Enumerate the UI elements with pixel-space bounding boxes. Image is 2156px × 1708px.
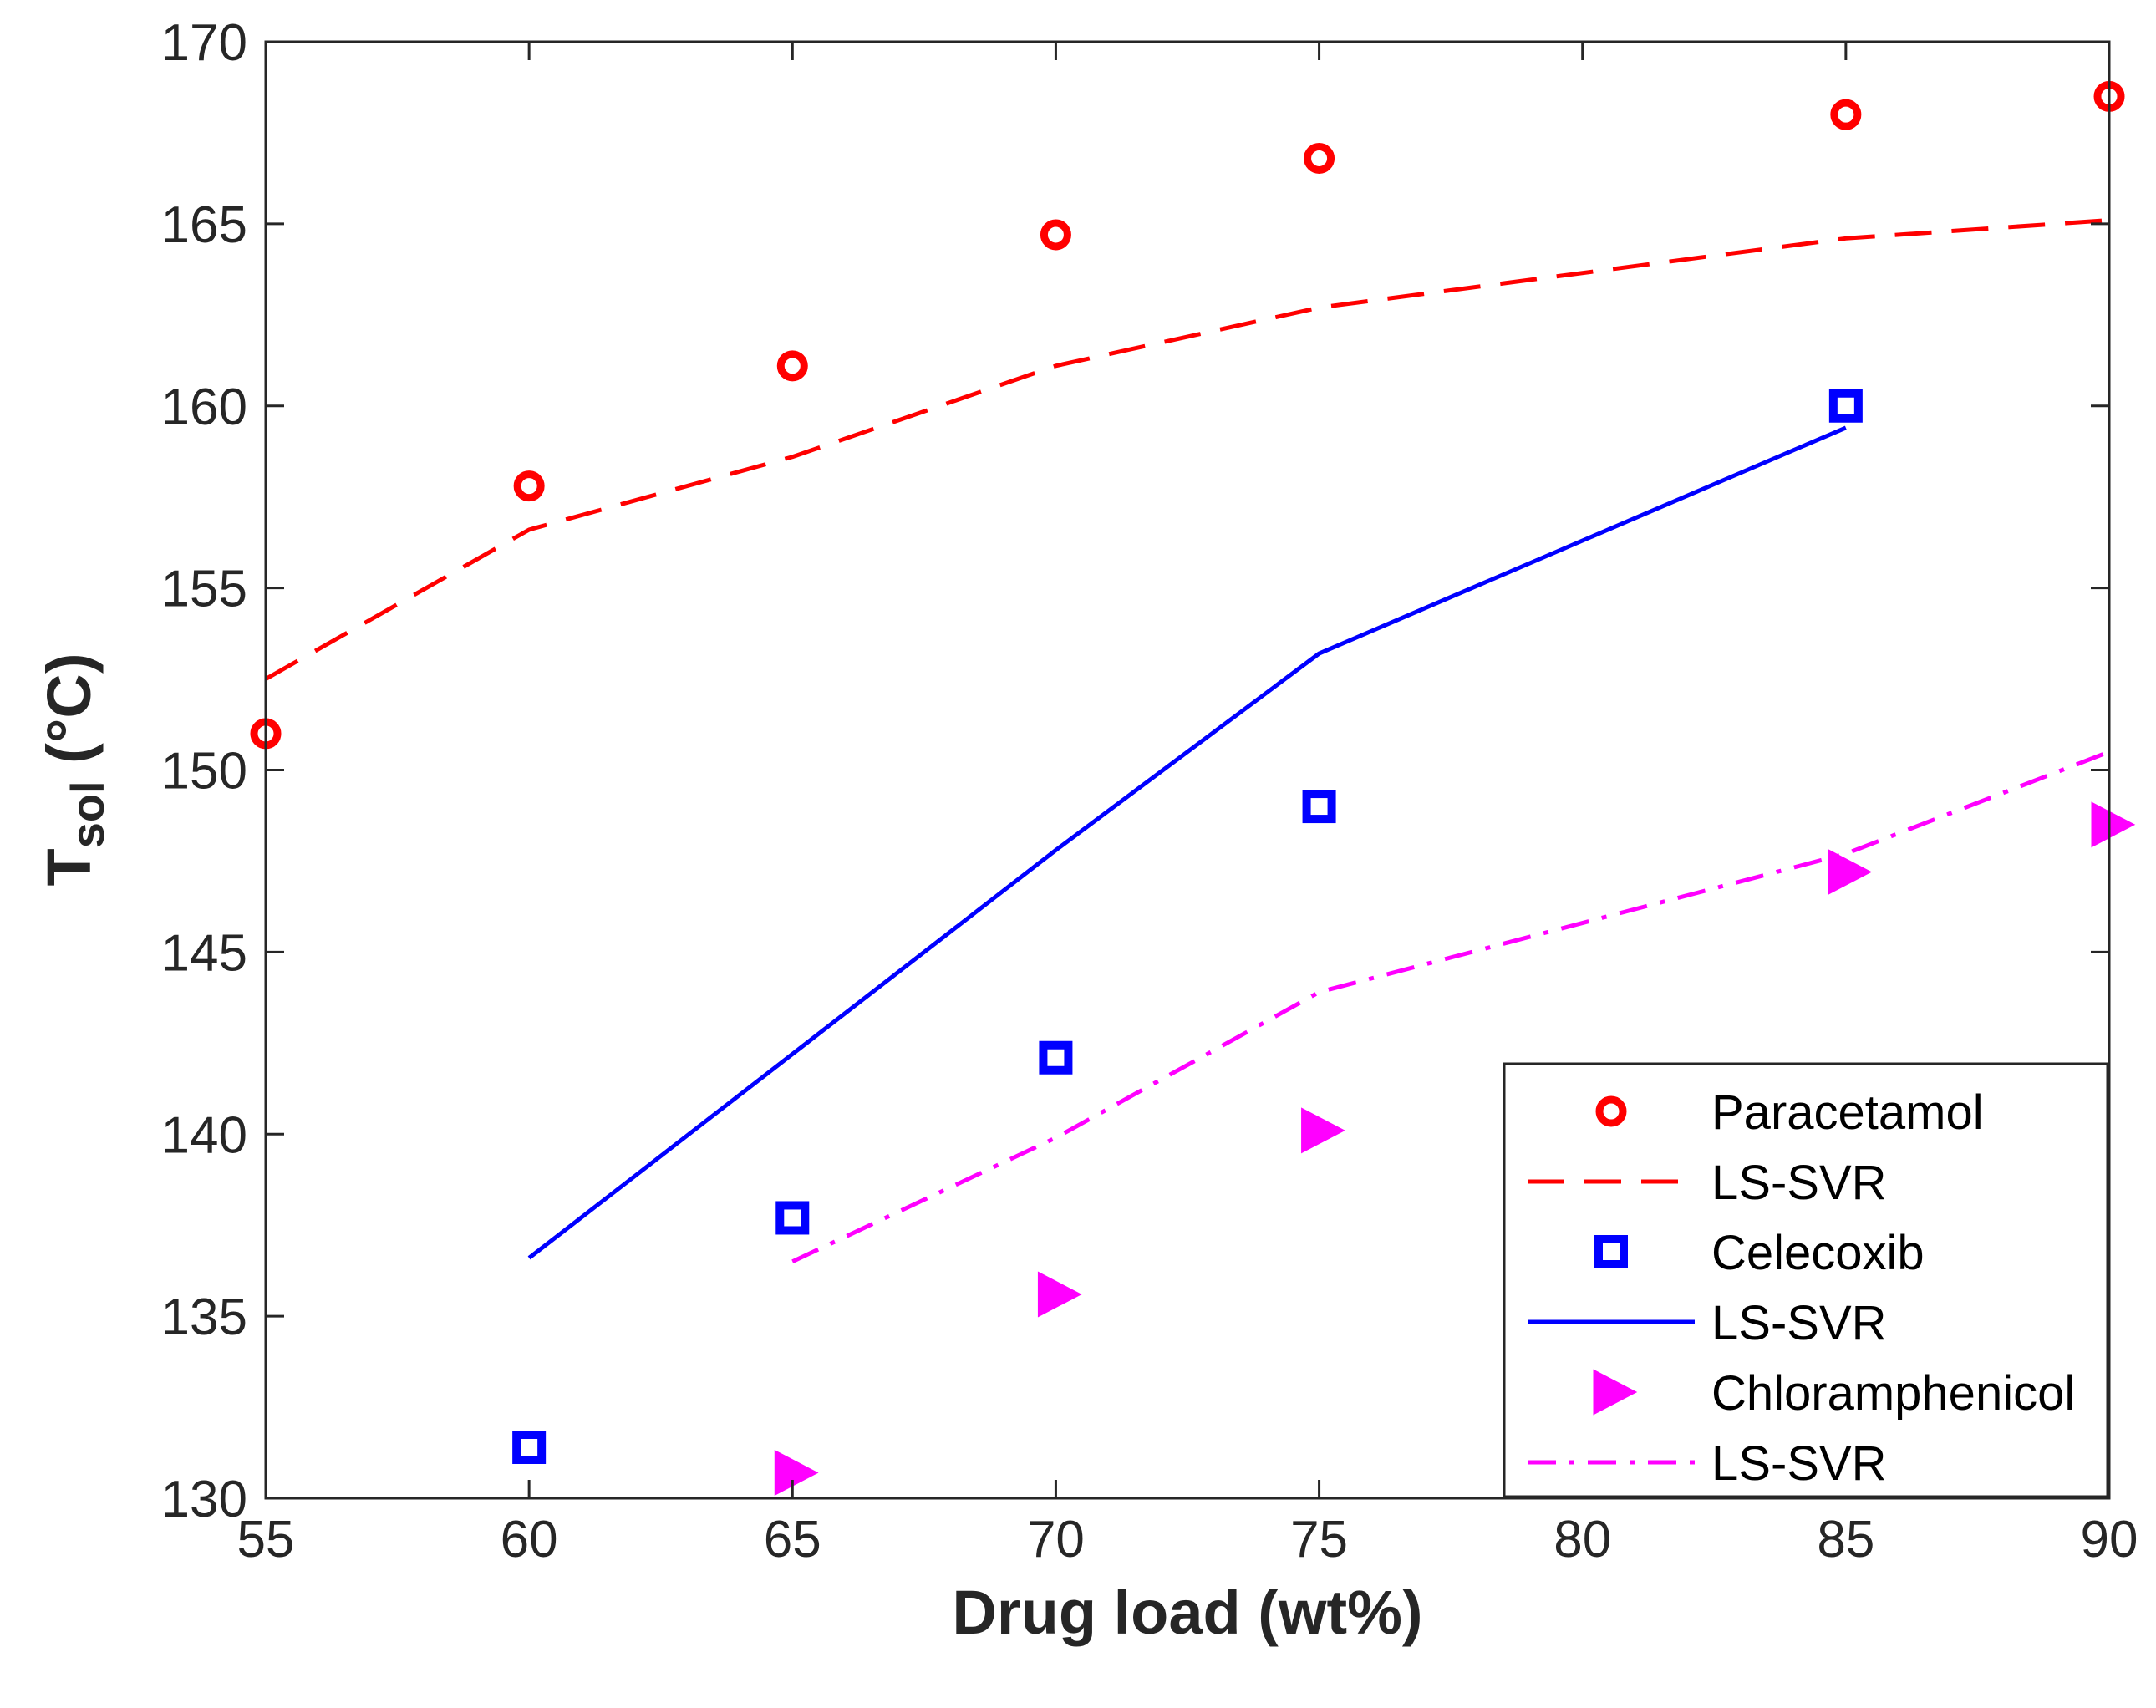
data-point — [513, 470, 545, 502]
legend-entry: LS-SVR — [1528, 1156, 1887, 1210]
data-point — [1040, 219, 1071, 251]
y-axis-title-subscript: sol — [61, 780, 114, 848]
data-point — [1037, 1271, 1082, 1318]
y-tick-label: 145 — [161, 924, 247, 982]
series-6 — [791, 750, 2110, 1264]
legend-entry: LS-SVR — [1528, 1436, 1887, 1491]
legend: Paracetamol LS-SVR Celecoxib LS-SVR Chloramp… — [1503, 1062, 2109, 1498]
legend-label: Chloramphenicol — [1711, 1366, 2075, 1421]
legend-entries: Paracetamol LS-SVR Celecoxib LS-SVR Chloramp… — [1528, 1085, 2075, 1491]
data-point — [1830, 99, 1862, 130]
legend-marker-swatch — [1593, 1369, 1638, 1416]
y-tick-label: 160 — [161, 379, 247, 436]
x-tick-label: 70 — [1027, 1511, 1085, 1568]
x-tick-label: 85 — [1817, 1511, 1874, 1568]
y-tick-label: 135 — [161, 1289, 247, 1346]
legend-label: LS-SVR — [1711, 1436, 1887, 1491]
series-1 — [250, 80, 2125, 750]
legend-label: LS-SVR — [1711, 1156, 1887, 1210]
y-tick-label: 155 — [161, 561, 247, 618]
data-point — [512, 1430, 547, 1464]
data-point — [1828, 389, 1863, 423]
y-tick-label: 170 — [161, 14, 247, 72]
legend-entry: Chloramphenicol — [1593, 1366, 2075, 1421]
legend-entry: LS-SVR — [1528, 1296, 1887, 1350]
x-axis-title: Drug load (wt%) — [952, 1578, 1422, 1647]
data-point — [1039, 1040, 1073, 1075]
x-tick-label: 90 — [2081, 1511, 2138, 1568]
legend-marker-swatch — [1594, 1235, 1628, 1268]
data-point — [774, 1450, 819, 1496]
data-point — [1302, 790, 1336, 824]
legend-box — [1503, 1062, 2109, 1498]
y-axis-title-unit: (°C) — [34, 653, 104, 780]
y-tick-label: 140 — [161, 1106, 247, 1164]
legend-entry: Paracetamol — [1595, 1085, 1984, 1140]
data-point — [2091, 801, 2136, 848]
series-line — [264, 218, 2110, 681]
x-tick-label: 55 — [237, 1511, 295, 1568]
series-2 — [264, 218, 2110, 681]
x-tick-label: 80 — [1553, 1511, 1611, 1568]
data-point — [1304, 142, 1335, 174]
x-tick-label: 75 — [1290, 1511, 1348, 1568]
axes-layer — [264, 40, 2111, 1500]
series-5 — [774, 801, 2136, 1496]
y-tick-label: 130 — [161, 1471, 247, 1528]
series-line — [527, 425, 1847, 1260]
series-4 — [527, 425, 1847, 1260]
y-tick-label: 150 — [161, 743, 247, 801]
series-line — [791, 750, 2110, 1264]
y-axis-title: Tsol (°C) — [34, 653, 114, 886]
x-tick-label: 60 — [501, 1511, 558, 1568]
data-point — [1828, 849, 1873, 895]
y-tick-label: 165 — [161, 196, 247, 254]
legend-label: Paracetamol — [1711, 1085, 1984, 1140]
y-axis-title-main: T — [34, 848, 104, 886]
tick-labels: 55 60 65 70 75 80 85 90 130 135 140 145 150 155 160 165… — [161, 14, 2138, 1568]
data-point — [775, 1201, 810, 1235]
legend-label: LS-SVR — [1711, 1296, 1887, 1350]
legend-label: Celecoxib — [1711, 1226, 1925, 1280]
legend-entry: Celecoxib — [1594, 1226, 1925, 1280]
series-3 — [512, 389, 1863, 1464]
legend-marker-swatch — [1595, 1095, 1627, 1127]
x-tick-label: 65 — [764, 1511, 821, 1568]
series-layer — [250, 80, 2136, 1496]
data-point — [1301, 1107, 1345, 1154]
data-point — [776, 350, 808, 382]
